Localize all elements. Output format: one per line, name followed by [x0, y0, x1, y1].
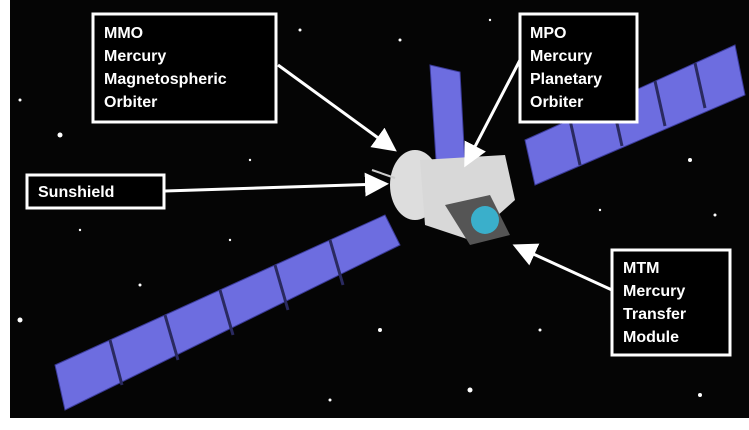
- label-line: Module: [623, 329, 679, 346]
- label-line: Mercury: [623, 283, 685, 300]
- label-line: Orbiter: [104, 94, 157, 111]
- sunshield-label: Sunshield: [27, 175, 164, 208]
- label-line: Magnetospheric: [104, 71, 227, 88]
- label-line: Mercury: [104, 48, 166, 65]
- label-line: MMO: [104, 25, 143, 42]
- mtm-label: MTM Mercury Transfer Module: [612, 250, 730, 355]
- label-line: Planetary: [530, 71, 602, 88]
- label-line: Transfer: [623, 306, 686, 323]
- label-line: MTM: [623, 260, 659, 277]
- diagram: MMO Mercury Magnetospheric Orbiter MPO M…: [0, 0, 749, 430]
- label-line: Sunshield: [38, 184, 114, 201]
- mpo-label: MPO Mercury Planetary Orbiter: [520, 14, 637, 122]
- mmo-label: MMO Mercury Magnetospheric Orbiter: [93, 14, 276, 122]
- label-line: Mercury: [530, 48, 592, 65]
- label-line: MPO: [530, 25, 566, 42]
- label-line: Orbiter: [530, 94, 583, 111]
